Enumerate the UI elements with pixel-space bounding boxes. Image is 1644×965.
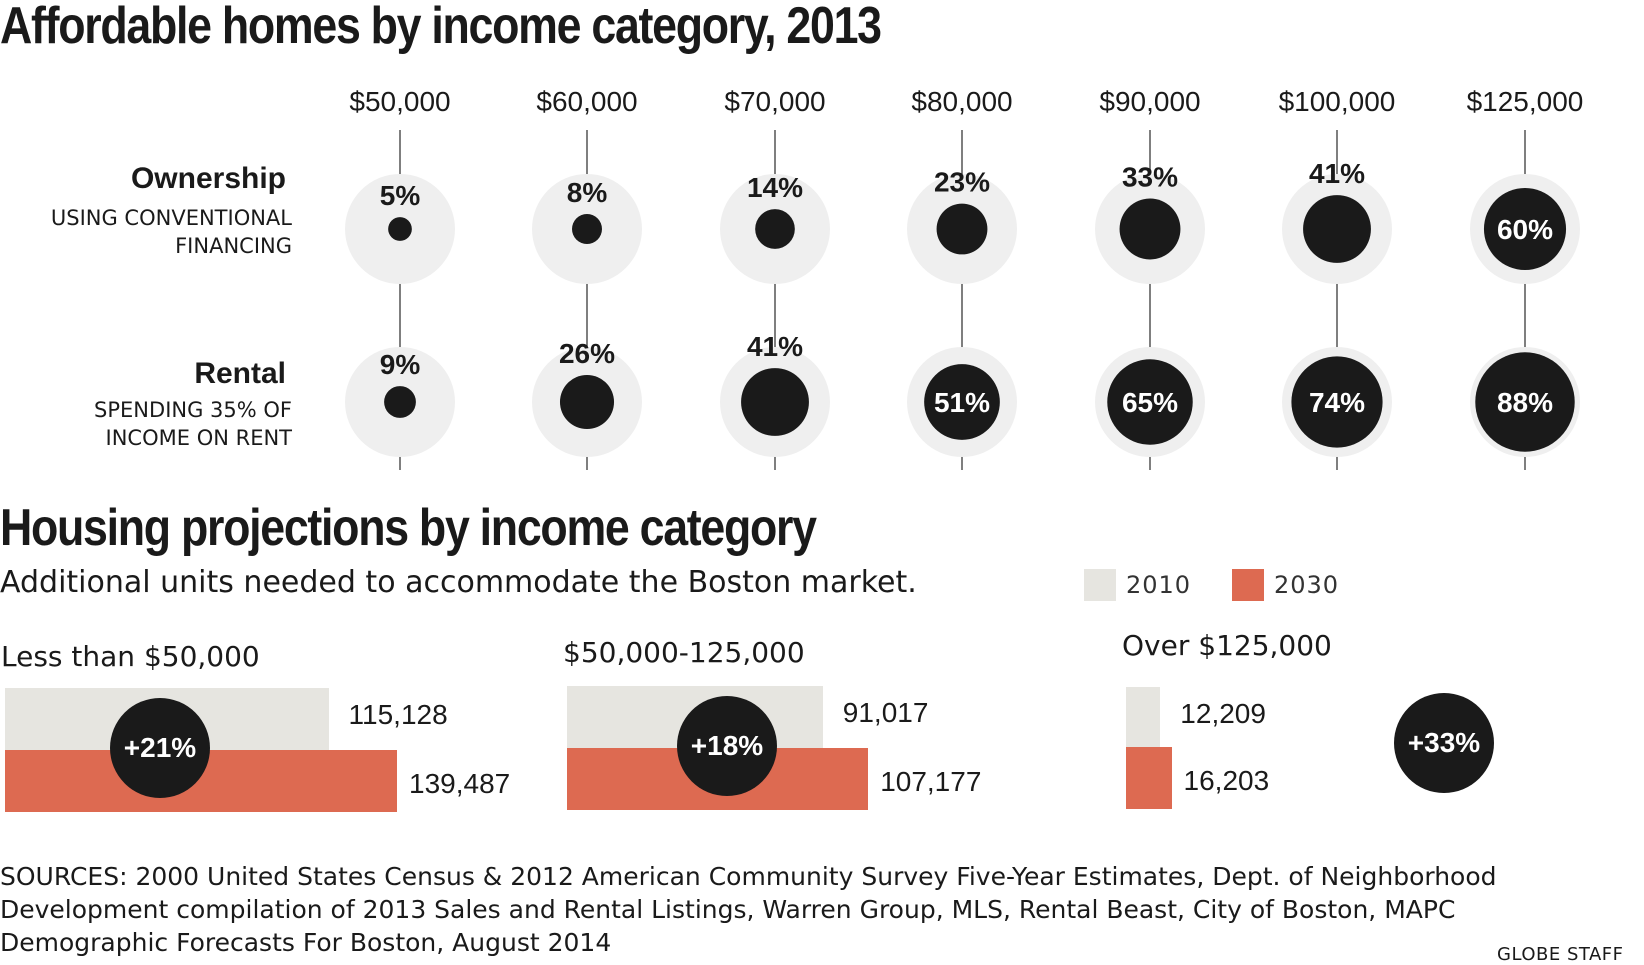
rental-subtitle-line-2: INCOME ON RENT	[105, 426, 292, 450]
ownership-subtitle-line-1: USING CONVENTIONAL	[50, 206, 292, 230]
bubble-value-label: 8%	[567, 177, 608, 208]
bubble-value-label: 9%	[380, 349, 421, 380]
bar-group-name: Less than $50,000	[1, 640, 260, 673]
change-badge: +21%	[110, 698, 210, 798]
bubble-dot	[755, 209, 795, 249]
sources-line-1: SOURCES: 2000 United States Census & 201…	[0, 862, 1497, 891]
bubble-value-label: 14%	[747, 172, 803, 203]
bubble-dot	[1303, 195, 1371, 263]
bubble-dot	[936, 203, 988, 255]
bubble-dot	[1291, 356, 1383, 448]
bar-value-2010: 91,017	[842, 697, 929, 728]
bar-value-2030: 16,203	[1183, 765, 1270, 796]
rental-row-subtitle: SPENDING 35% OF INCOME ON RENT	[0, 396, 292, 452]
income-label: $125,000	[1466, 86, 1584, 117]
bubble-dot	[1107, 359, 1193, 445]
legend-swatch-2030	[1232, 569, 1264, 601]
sources-note: SOURCES: 2000 United States Census & 201…	[0, 860, 1497, 959]
bubble-value-label: 41%	[747, 331, 803, 362]
bubble-dot	[384, 386, 416, 418]
chart-subtitle-projections: Additional units needed to accommodate t…	[0, 565, 917, 600]
bar-group-name: $50,000-125,000	[563, 636, 805, 669]
rental-row-title: Rental	[194, 357, 286, 390]
bar-2030	[1126, 747, 1172, 809]
bar-group-name: Over $125,000	[1122, 629, 1332, 662]
legend-swatch-2010	[1084, 569, 1116, 601]
bubble-value-label: 33%	[1122, 162, 1178, 193]
bubble-value-label: 26%	[559, 338, 615, 369]
bubble-value-label: 88%	[1497, 387, 1553, 418]
bubble-value-label: 5%	[380, 180, 421, 211]
income-label: $90,000	[1099, 86, 1201, 117]
bar-value-2030: 107,177	[880, 766, 982, 797]
bubble-dot	[924, 364, 1000, 440]
income-label: $60,000	[536, 86, 638, 117]
bubble-dot	[1119, 198, 1181, 260]
sources-line-3: Demographic Forecasts For Boston, August…	[0, 928, 612, 957]
bubble-value-label: 41%	[1309, 158, 1365, 189]
bar-value-2030: 139,487	[409, 768, 511, 799]
bubble-chart: 5% 8% 14% 23% 33% 41% 60% 9% 26% 41% 51% 65% 74% 88%	[345, 130, 1580, 470]
bubble-dot	[572, 214, 602, 244]
ownership-subtitle-line-2: FINANCING	[175, 234, 292, 258]
bar-2010	[1126, 687, 1161, 749]
chart-title-projections: Housing projections by income category	[0, 499, 817, 557]
income-label: $50,000	[349, 86, 451, 117]
bubble-value-label: 60%	[1497, 214, 1553, 245]
bar-value-2010: 115,128	[348, 699, 448, 730]
income-label: $100,000	[1278, 86, 1396, 117]
change-badge: +18%	[677, 696, 777, 796]
bubble-dot	[559, 374, 615, 430]
legend-label-2010: 2010	[1126, 571, 1192, 599]
income-label: $80,000	[911, 86, 1013, 117]
chart-title-affordable: Affordable homes by income category, 201…	[0, 0, 882, 55]
bubble-dot	[1475, 352, 1575, 452]
sources-line-2: Development compilation of 2013 Sales an…	[0, 895, 1456, 924]
credit-label: GLOBE STAFF	[1497, 944, 1624, 965]
ownership-row-subtitle: USING CONVENTIONAL FINANCING	[0, 204, 292, 260]
bubble-value-label: 23%	[934, 167, 990, 198]
bubble-dot	[1483, 187, 1567, 271]
bubble-value-label: 51%	[934, 387, 990, 418]
legend-label-2030: 2030	[1274, 571, 1340, 599]
income-label: $70,000	[724, 86, 826, 117]
change-badge: +33%	[1394, 693, 1494, 793]
bar-value-2010: 12,209	[1180, 698, 1266, 729]
bubble-value-label: 74%	[1309, 387, 1365, 418]
rental-subtitle-line-1: SPENDING 35% OF	[94, 398, 292, 422]
bubble-dot	[741, 368, 809, 436]
bubble-value-label: 65%	[1122, 387, 1178, 418]
bubble-dot	[388, 217, 412, 241]
ownership-row-title: Ownership	[130, 162, 286, 195]
